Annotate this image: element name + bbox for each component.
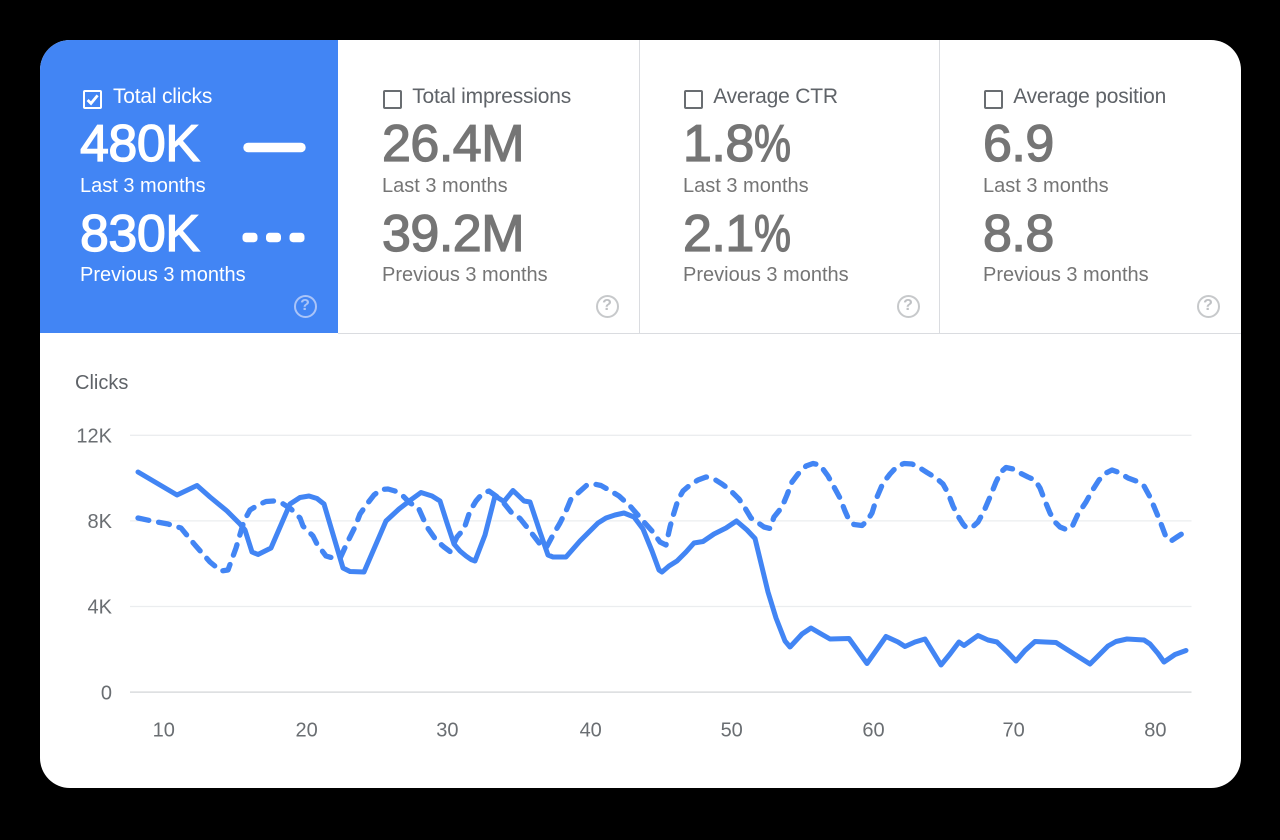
svg-text:4K: 4K bbox=[88, 597, 113, 619]
svg-text:80: 80 bbox=[1144, 720, 1166, 742]
svg-text:40: 40 bbox=[580, 720, 602, 742]
svg-text:0: 0 bbox=[101, 682, 112, 704]
svg-text:50: 50 bbox=[721, 720, 743, 742]
svg-text:8K: 8K bbox=[88, 511, 113, 533]
svg-text:10: 10 bbox=[153, 720, 175, 742]
svg-text:Clicks: Clicks bbox=[75, 372, 128, 394]
svg-text:30: 30 bbox=[436, 720, 458, 742]
svg-text:70: 70 bbox=[1002, 720, 1024, 742]
svg-text:20: 20 bbox=[295, 720, 317, 742]
svg-text:12K: 12K bbox=[76, 426, 112, 448]
svg-text:60: 60 bbox=[862, 720, 884, 742]
